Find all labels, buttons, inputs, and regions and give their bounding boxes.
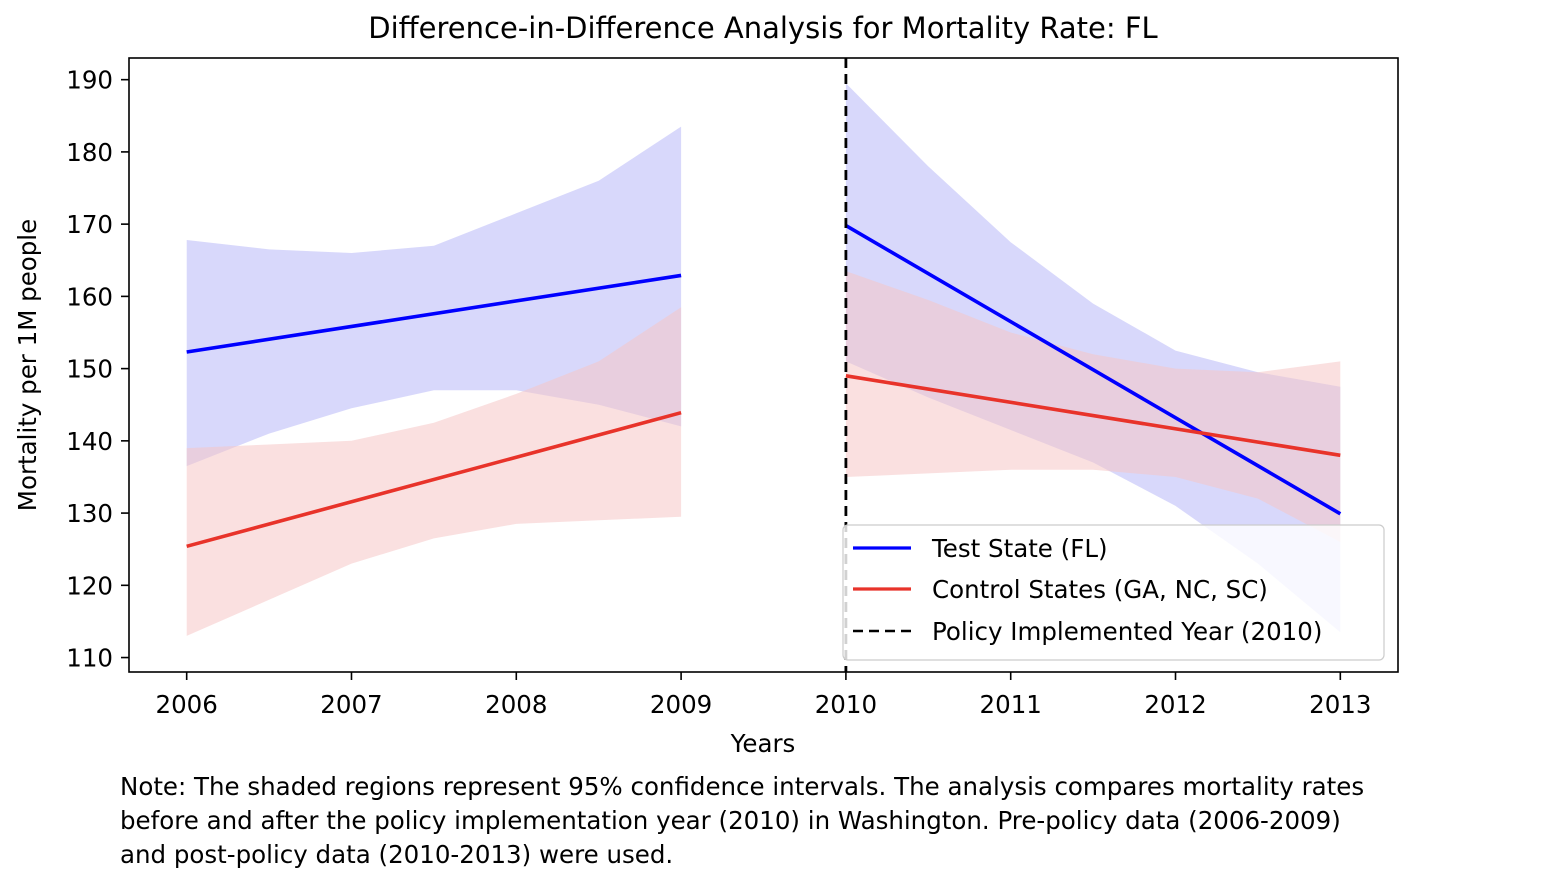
legend-label-control: Control States (GA, NC, SC): [932, 575, 1268, 604]
series-lines: [186, 224, 1342, 549]
ci-band-control-post: [845, 271, 1341, 542]
note-line: and post-policy data (2010-2013) were us…: [120, 840, 674, 869]
y-tick-label: 180: [66, 138, 113, 167]
legend-label-policy: Policy Implemented Year (2010): [932, 617, 1322, 646]
ci-band-control-pre: [186, 307, 682, 636]
x-tick-label: 2009: [650, 690, 712, 719]
y-tick-label: 170: [66, 210, 113, 239]
did-chart: Difference-in-Difference Analysis for Mo…: [13, 11, 1399, 758]
trend-line-control-pre: [186, 410, 682, 549]
x-axis-ticks: 2006 2007 2008 2009 2010 2011 2012 2013: [156, 672, 1371, 719]
plot-frame: [128, 57, 1399, 673]
x-tick-label: 2010: [815, 690, 877, 719]
y-axis-ticks: 110 120 130 140 150 160 170 180 190: [66, 66, 129, 673]
y-tick-label: 110: [66, 644, 113, 673]
trend-line-control-post: [845, 374, 1341, 458]
chart-note: Note: The shaded regions represent 95% c…: [120, 770, 1540, 872]
y-tick-label: 160: [66, 282, 113, 311]
x-axis-label: Years: [730, 729, 796, 758]
legend-label-test: Test State (FL): [931, 534, 1108, 563]
y-axis-label: Mortality per 1M people: [13, 219, 42, 511]
y-tick-label: 140: [66, 427, 113, 456]
confidence-bands: [186, 83, 1341, 636]
note-line: before and after the policy implementati…: [120, 806, 1341, 835]
chart-title: Difference-in-Difference Analysis for Mo…: [368, 11, 1157, 45]
y-tick-label: 150: [66, 355, 113, 384]
x-tick-label: 2011: [980, 690, 1042, 719]
x-tick-label: 2013: [1309, 690, 1371, 719]
legend: Test State (FL) Control States (GA, NC, …: [842, 524, 1385, 661]
trend-line-test-post: [844, 224, 1342, 516]
x-tick-label: 2012: [1144, 690, 1206, 719]
x-tick-label: 2006: [156, 690, 218, 719]
y-tick-label: 130: [66, 499, 113, 528]
trend-line-test-pre: [186, 273, 682, 354]
y-tick-label: 190: [66, 66, 113, 95]
note-line: Note: The shaded regions represent 95% c…: [120, 772, 1365, 801]
legend-frame: [842, 524, 1385, 661]
x-tick-label: 2007: [320, 690, 382, 719]
y-tick-label: 120: [66, 571, 113, 600]
x-tick-label: 2008: [485, 690, 547, 719]
